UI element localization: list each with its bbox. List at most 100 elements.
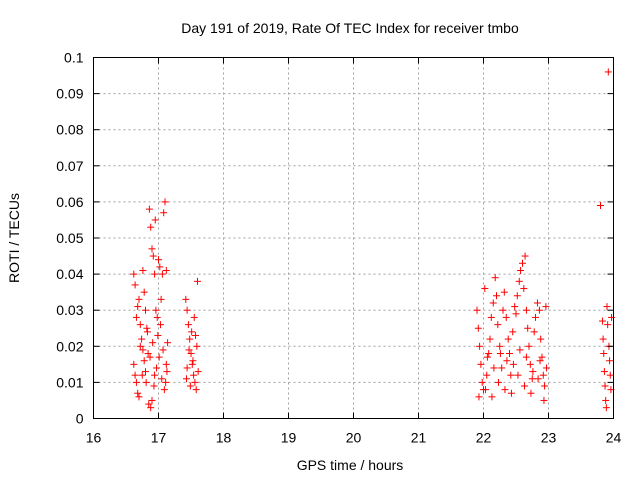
data-point	[187, 350, 195, 358]
data-point	[193, 342, 201, 350]
data-point	[191, 378, 199, 386]
data-point	[535, 306, 543, 314]
grid	[93, 57, 614, 419]
data-point	[534, 375, 542, 383]
data-point	[156, 321, 164, 329]
data-point	[156, 263, 164, 271]
y-tick-label: 0.1	[64, 50, 84, 66]
y-tick-label: 0.06	[56, 194, 83, 210]
data-point	[603, 303, 611, 311]
data-point	[599, 335, 607, 343]
data-point	[142, 368, 149, 376]
data-point	[481, 285, 489, 293]
data-point	[182, 295, 190, 303]
x-tick-label: 19	[281, 430, 297, 446]
data-point	[604, 321, 612, 329]
data-point	[152, 306, 160, 314]
data-point	[160, 209, 168, 217]
data-point	[529, 368, 537, 376]
data-point	[142, 378, 150, 386]
data-point	[138, 371, 146, 379]
data-point	[158, 270, 166, 278]
data-point	[533, 299, 541, 307]
data-point	[183, 306, 191, 314]
data-point	[149, 252, 157, 260]
data-point	[145, 205, 153, 213]
data-point	[486, 335, 494, 343]
data-point	[481, 386, 489, 394]
data-point	[494, 378, 502, 386]
data-point	[524, 324, 532, 332]
data-point	[597, 202, 604, 210]
y-tick-label: 0.07	[56, 158, 83, 174]
data-point	[140, 357, 148, 365]
data-point	[131, 281, 139, 289]
x-axis-label: GPS time / hours	[297, 457, 404, 473]
data-point	[540, 396, 548, 404]
data-point	[606, 371, 614, 379]
data-point	[190, 313, 198, 321]
data-point	[604, 68, 612, 76]
data-point	[142, 306, 149, 314]
data-point	[132, 313, 140, 321]
data-point	[188, 360, 196, 368]
data-point	[184, 321, 192, 329]
data-point	[134, 303, 142, 311]
data-point	[526, 360, 534, 368]
data-point	[151, 216, 159, 224]
data-point	[134, 389, 142, 397]
data-point	[478, 378, 486, 386]
data-point	[135, 393, 143, 401]
data-point	[136, 321, 144, 329]
data-point	[149, 339, 157, 347]
data-point	[502, 313, 510, 321]
data-point	[150, 382, 158, 390]
data-point	[183, 364, 191, 372]
data-points	[130, 68, 616, 412]
data-point	[160, 386, 168, 394]
data-point	[598, 317, 606, 325]
x-tick-label: 23	[541, 430, 557, 446]
data-point	[144, 350, 152, 358]
data-point	[190, 371, 198, 379]
x-tick-label: 22	[476, 430, 492, 446]
data-point	[527, 389, 535, 397]
data-point	[186, 382, 194, 390]
data-point	[135, 295, 143, 303]
data-point	[491, 274, 499, 282]
data-point	[503, 357, 511, 365]
data-point	[519, 259, 526, 267]
data-point	[602, 396, 610, 404]
data-point	[155, 353, 163, 361]
data-point	[148, 396, 156, 404]
data-point	[162, 360, 170, 368]
data-point	[521, 252, 529, 260]
data-point	[537, 335, 545, 343]
data-point	[606, 357, 614, 365]
data-point	[509, 360, 517, 368]
data-point	[162, 378, 170, 386]
data-point	[511, 303, 519, 311]
data-point	[490, 364, 498, 372]
y-tick-label: 0.05	[56, 230, 83, 246]
data-point	[139, 266, 147, 274]
x-tick-label: 16	[86, 430, 102, 446]
data-point	[153, 364, 161, 372]
data-point	[499, 306, 507, 314]
data-point	[600, 368, 608, 376]
data-point	[485, 350, 493, 358]
data-point	[140, 288, 148, 296]
data-point	[185, 346, 193, 354]
data-point	[477, 360, 485, 368]
data-point	[489, 299, 497, 307]
x-tick-label: 21	[411, 430, 427, 446]
data-point	[194, 368, 202, 376]
data-point	[507, 389, 515, 397]
data-point	[131, 371, 139, 379]
data-point	[516, 346, 524, 354]
data-point	[192, 331, 200, 339]
data-point	[188, 328, 196, 336]
y-tick-label: 0.08	[56, 122, 83, 138]
y-tick-label: 0.03	[56, 302, 83, 318]
